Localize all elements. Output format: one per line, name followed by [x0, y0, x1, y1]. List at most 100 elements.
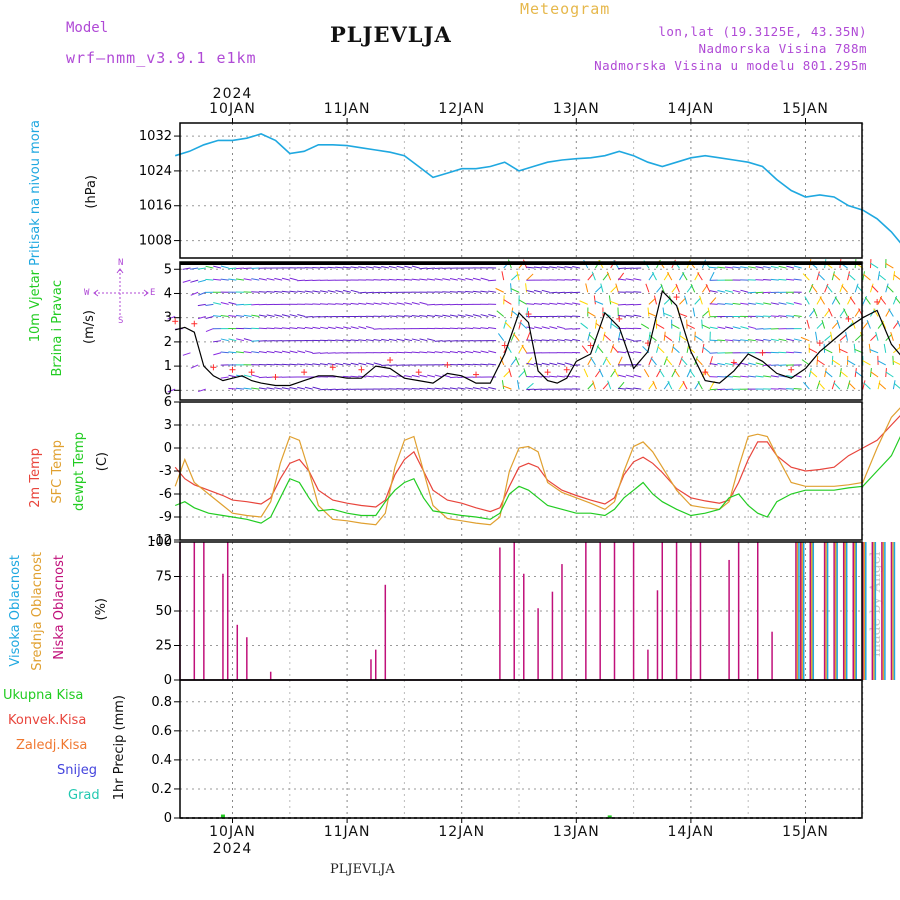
- wind-arrow: [533, 339, 542, 342]
- wind-arrow: [839, 348, 848, 354]
- wind-arrow: [694, 356, 698, 366]
- wind-arrow: [625, 387, 634, 390]
- wind-arrow: [258, 291, 267, 293]
- wind-arrow: [228, 267, 237, 270]
- wind-arrow: [786, 278, 795, 281]
- wind-arrow: [890, 331, 894, 341]
- wind-arrow: [877, 271, 881, 281]
- wind-arrow: [886, 285, 894, 293]
- wind-arrow: [442, 278, 451, 281]
- wind-arrow: [849, 296, 856, 305]
- wind-arrow: [656, 285, 663, 293]
- altitude-info: Nadmorska Visina 788m: [698, 41, 867, 56]
- wind-arrow: [304, 386, 313, 390]
- wind-arrow: [803, 381, 810, 390]
- wind-arrow: [793, 351, 802, 354]
- wind-arrow: [266, 277, 275, 281]
- wind-arrow: [312, 290, 321, 293]
- axes-layer: 1008101610241032012345-12-9-6-3036025507…: [139, 86, 828, 857]
- wind-arrow: [183, 377, 191, 379]
- wind-arrow: [236, 338, 245, 342]
- wind-arrow: [289, 363, 298, 366]
- wind-arrow: [258, 387, 267, 390]
- wind-arrow: [289, 386, 298, 390]
- wind-arrow: [434, 374, 443, 378]
- wind-arrow: [877, 360, 886, 366]
- wind-arrow: [778, 315, 787, 317]
- wind-arrow: [258, 314, 267, 317]
- wind-arrow: [411, 265, 420, 269]
- wind-arrow: [770, 302, 779, 305]
- wind-arrow: [297, 327, 306, 330]
- wind-arrow: [666, 272, 673, 281]
- wind-arrow: [892, 355, 894, 365]
- y-tick-label: 0.4: [151, 753, 172, 768]
- wind-arrow: [671, 343, 675, 353]
- wind-arrow: [480, 290, 489, 293]
- wind-arrow: [572, 265, 581, 269]
- bottom-date-label: 12JAN: [438, 824, 485, 840]
- compass-w: W: [84, 288, 90, 298]
- wind-arrow: [404, 278, 413, 281]
- wind-arrow: [342, 326, 352, 330]
- wind-arrow: [786, 315, 795, 317]
- wind-arrow: [251, 351, 260, 354]
- wind-arrow: [883, 343, 887, 353]
- wind-arrow: [679, 297, 687, 305]
- wind-arrow: [633, 351, 642, 354]
- wind-arrow: [342, 266, 351, 269]
- wind-arrow: [297, 290, 306, 293]
- wind-arrow: [725, 289, 734, 293]
- wind-arrow: [182, 279, 191, 283]
- wind-arrow: [419, 351, 428, 354]
- wind-arrow: [862, 271, 866, 281]
- wind-arrow: [717, 362, 726, 366]
- wind-arrow: [480, 363, 489, 366]
- wind-arrow: [167, 329, 175, 330]
- wind-arrow: [648, 331, 651, 341]
- wind-arrow: [786, 338, 795, 342]
- wind-arrow: [709, 339, 718, 342]
- wind-arrow: [404, 302, 413, 305]
- wind-arrow: [836, 319, 841, 329]
- wind-arrow: [503, 299, 512, 305]
- y-tick-label: 0: [164, 441, 172, 456]
- wind-arrow: [699, 295, 703, 305]
- compass-s: S: [118, 316, 124, 326]
- wind-arrow: [740, 266, 749, 269]
- wind-arrow: [871, 285, 879, 293]
- wind-arrow: [650, 357, 657, 366]
- wind-arrow: [396, 278, 405, 281]
- y-tick-label: -3: [159, 464, 172, 479]
- data-layer: [172, 133, 900, 819]
- wind-arrow: [617, 351, 627, 354]
- wind-arrow: [815, 331, 818, 341]
- wind-arrow: [213, 278, 222, 281]
- wind-arrow: [319, 266, 329, 269]
- wind-arrow: [651, 271, 657, 281]
- wind-arrow: [523, 368, 528, 378]
- wind-arrow: [572, 375, 581, 378]
- wind-arrow: [388, 302, 397, 305]
- wind-arrow: [701, 319, 703, 329]
- wind-arrow: [365, 339, 374, 342]
- wind-arrow: [404, 351, 413, 354]
- wind-arrow: [732, 289, 741, 293]
- wind-arrow: [724, 339, 733, 342]
- wind-arrow: [617, 356, 623, 366]
- wind-arrow: [350, 339, 359, 342]
- wind-arrow: [778, 265, 787, 269]
- wind-arrow: [678, 312, 688, 317]
- wind-arrow: [648, 356, 653, 366]
- wind-arrow: [274, 314, 283, 317]
- wind-arrow: [358, 375, 367, 378]
- wind-arrow: [686, 324, 695, 330]
- wind-arrow: [864, 296, 871, 305]
- wind-arrow: [449, 327, 458, 330]
- wind-arrow: [342, 375, 351, 378]
- wind-arrow: [625, 278, 634, 281]
- wind-arrow: [365, 326, 374, 330]
- wind-arrow: [697, 381, 703, 390]
- wind-arrow: [213, 265, 222, 269]
- wind-arrow: [434, 314, 443, 317]
